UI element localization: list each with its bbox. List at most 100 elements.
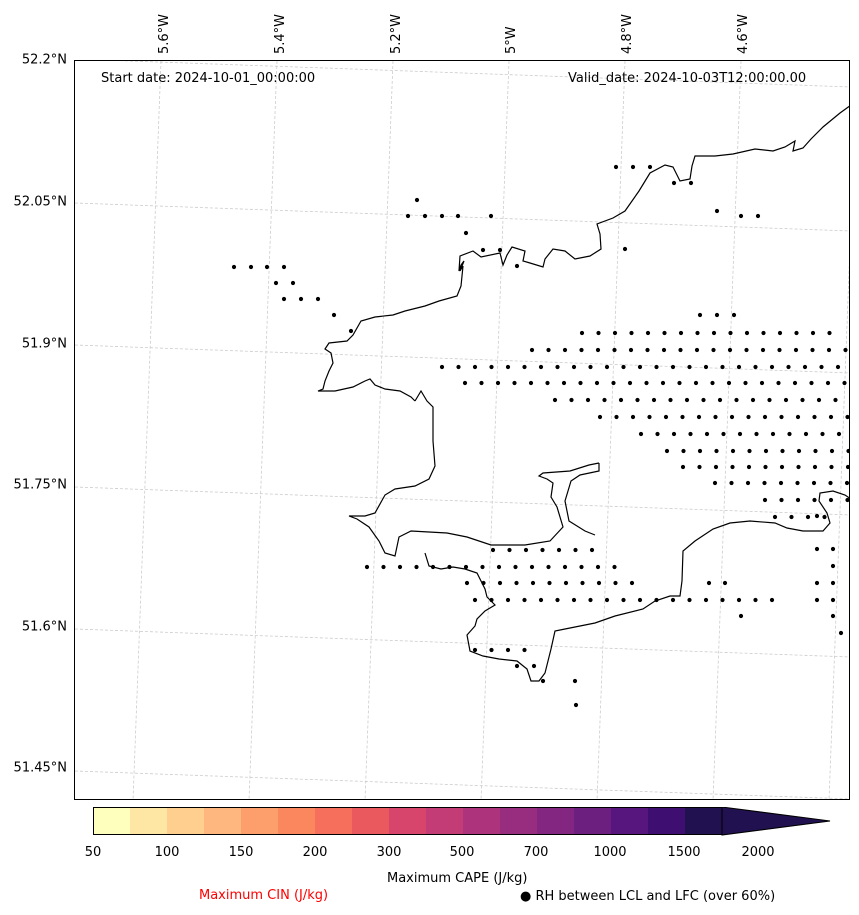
rh-marker [439, 364, 445, 370]
colorbar-segment [574, 807, 611, 835]
rh-marker [803, 431, 809, 437]
meridian-line [248, 61, 278, 799]
rh-marker [331, 312, 337, 318]
rh-marker [273, 280, 279, 286]
rh-marker [812, 414, 817, 420]
lon-label-5.6w: 5.6°W [157, 13, 172, 54]
rh-marker [495, 380, 501, 386]
parallel-line [75, 628, 849, 658]
rh-marker [800, 397, 805, 403]
rh-marker [697, 464, 702, 470]
rh-marker [688, 431, 693, 437]
rh-marker [830, 613, 836, 619]
rh-marker [701, 397, 706, 403]
rh-marker [572, 678, 578, 684]
rh-marker [529, 564, 535, 570]
colorbar-extend-arrow [721, 807, 831, 836]
rh-marker [531, 663, 537, 669]
rh-marker [578, 380, 583, 386]
coastline-segment [424, 490, 849, 682]
colorbar-tick-500: 500 [449, 845, 475, 860]
rh-marker [540, 678, 546, 684]
rh-marker [833, 397, 838, 403]
rh-marker [845, 497, 849, 503]
rh-marker [836, 431, 842, 437]
rh-marker [754, 431, 759, 437]
rh-marker [414, 197, 420, 203]
rh-marker [730, 448, 736, 454]
rh-marker [594, 380, 600, 386]
rh-marker [711, 330, 717, 336]
rh-marker [777, 330, 783, 336]
rh-marker [621, 597, 626, 603]
rh-marker [489, 647, 494, 653]
rh-marker [562, 564, 568, 570]
rh-marker [290, 280, 296, 286]
rh-marker [696, 414, 702, 420]
colorbar-segment [93, 807, 130, 835]
rh-marker [795, 414, 801, 420]
lon-label-5.4w: 5.4°W [273, 13, 288, 54]
rh-marker [746, 414, 751, 420]
rh-marker [796, 464, 801, 470]
colorbar-tick-50: 50 [84, 845, 102, 860]
meridian-line [364, 61, 394, 799]
rh-marker [456, 364, 461, 370]
rh-marker [671, 431, 677, 437]
rh-marker [845, 414, 849, 420]
rh-marker [829, 464, 834, 470]
rh-marker [530, 580, 536, 586]
rh-marker [248, 264, 254, 270]
rh-marker [505, 597, 511, 603]
colorbar-segment [426, 807, 463, 835]
lat-label-52.05n: 52.05°N [13, 194, 67, 210]
colorbar-tick-300: 300 [376, 845, 402, 860]
rh-marker [697, 312, 703, 318]
rh-marker [762, 497, 768, 503]
rh-marker [480, 564, 485, 570]
rh-marker [812, 497, 817, 503]
rh-marker [763, 448, 769, 454]
rh-marker [802, 364, 808, 370]
rh-marker [778, 480, 784, 486]
rh-marker [787, 431, 792, 437]
colorbar-segment [352, 807, 389, 835]
rh-marker [731, 312, 737, 318]
rh-marker [734, 397, 739, 403]
rh-marker [547, 580, 552, 586]
rh-marker [688, 180, 694, 186]
rh-marker [596, 330, 601, 336]
meridian-line [132, 61, 162, 799]
rh-marker [660, 380, 666, 386]
rh-marker [680, 464, 686, 470]
rh-marker [795, 497, 801, 503]
rh-marker [573, 547, 578, 553]
lat-label-51.75n: 51.75°N [13, 477, 67, 493]
rh-marker [528, 380, 534, 386]
rh-marker [727, 347, 733, 353]
rh-marker [621, 364, 626, 370]
colorbar-tick-200: 200 [302, 845, 328, 860]
rh-marker [795, 480, 800, 486]
rh-marker [789, 514, 794, 520]
rh-marker [545, 380, 550, 386]
rh-marker [671, 180, 677, 186]
parallel-line [119, 61, 849, 88]
rh-marker [736, 364, 742, 370]
rh-marker [780, 448, 785, 454]
rh-marker [753, 364, 758, 370]
rh-marker [714, 208, 720, 214]
rh-marker [569, 397, 574, 403]
rh-marker [579, 330, 585, 336]
rh-marker [571, 364, 577, 370]
rh-marker [776, 380, 781, 386]
rh-marker [759, 380, 765, 386]
rh-marker [814, 546, 820, 552]
colorbar-tick-2000: 2000 [741, 845, 775, 860]
rh-marker [489, 597, 494, 603]
rh-marker [647, 414, 652, 420]
rh-marker [816, 397, 822, 403]
rh-marker [397, 564, 403, 570]
rh-marker [538, 597, 544, 603]
rh-marker [462, 380, 468, 386]
